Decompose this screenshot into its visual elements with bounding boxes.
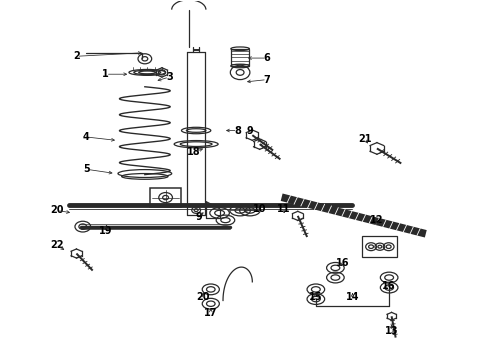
Text: 20: 20 <box>50 206 64 216</box>
Bar <box>362 236 397 257</box>
Text: 4: 4 <box>83 132 90 142</box>
Text: 15: 15 <box>309 292 322 302</box>
Text: 9: 9 <box>246 126 253 135</box>
Text: 20: 20 <box>196 292 210 302</box>
Text: 14: 14 <box>346 292 359 302</box>
Text: 11: 11 <box>277 204 291 215</box>
Text: 17: 17 <box>204 309 218 318</box>
Text: 1: 1 <box>102 69 109 79</box>
Bar <box>231 49 249 66</box>
Text: 5: 5 <box>83 164 90 174</box>
Text: 22: 22 <box>50 239 64 249</box>
Text: 8: 8 <box>234 126 241 135</box>
Text: 18: 18 <box>187 147 200 157</box>
Text: 21: 21 <box>358 134 371 144</box>
Text: 7: 7 <box>264 75 270 85</box>
Text: 3: 3 <box>166 72 172 82</box>
Text: 6: 6 <box>264 53 270 63</box>
Text: 19: 19 <box>99 226 113 236</box>
Text: 13: 13 <box>385 326 398 336</box>
Text: 9: 9 <box>195 212 202 221</box>
Text: 12: 12 <box>370 215 384 225</box>
Text: 16: 16 <box>336 258 349 268</box>
Text: 16: 16 <box>382 281 396 291</box>
Bar <box>150 188 181 207</box>
Text: 2: 2 <box>73 51 80 61</box>
Text: 10: 10 <box>253 204 267 215</box>
